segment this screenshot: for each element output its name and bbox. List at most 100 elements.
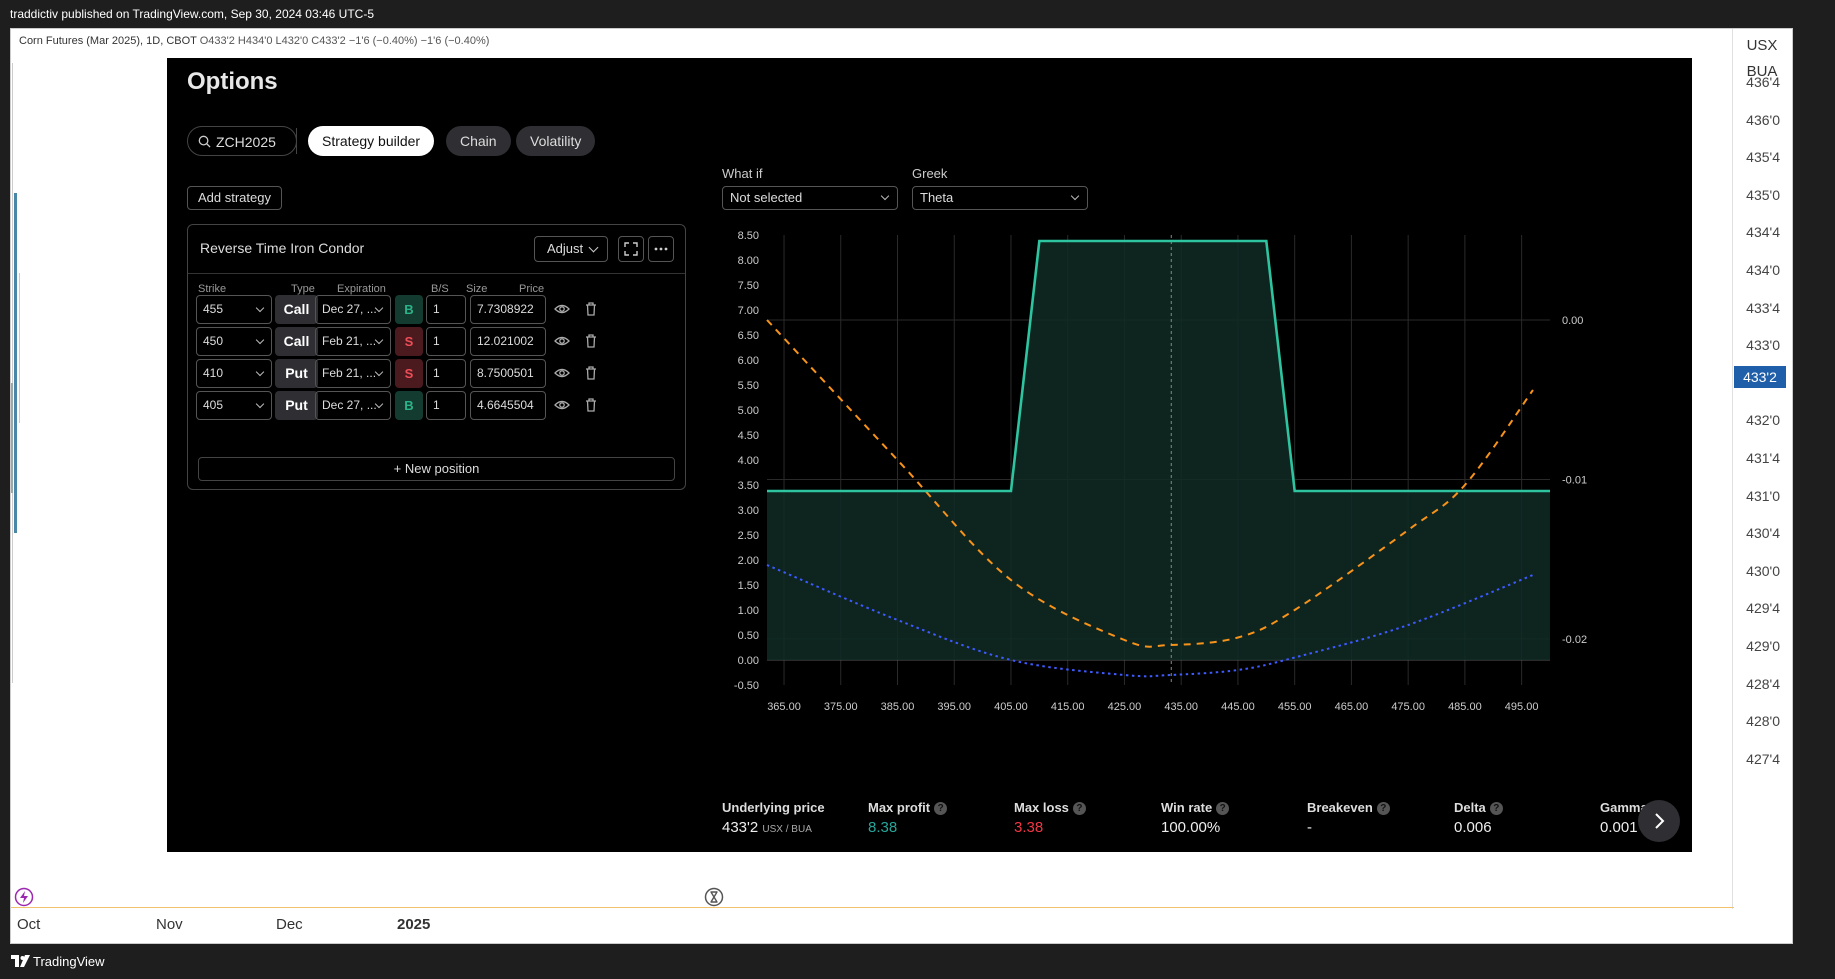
price-tick: 428'4: [1746, 675, 1780, 692]
replay-icon[interactable]: [704, 887, 724, 907]
help-icon[interactable]: ?: [1489, 802, 1503, 815]
buy-sell-toggle[interactable]: B: [395, 391, 423, 420]
publish-bar: traddictiv published on TradingView.com,…: [0, 0, 1835, 28]
what-if-value: Not selected: [730, 190, 803, 205]
col-expiration: Expiration: [337, 283, 386, 295]
trash-icon[interactable]: [583, 301, 599, 317]
time-axis[interactable]: Oct Nov Dec 2025: [11, 907, 1734, 943]
type-button[interactable]: Put: [275, 359, 318, 388]
what-if-select[interactable]: Not selected: [722, 186, 898, 210]
new-position-button[interactable]: + New position: [198, 457, 675, 481]
help-icon[interactable]: ?: [1216, 802, 1230, 815]
y-tick-label: -0.50: [734, 680, 759, 692]
size-input[interactable]: 1: [426, 359, 466, 388]
expiration-value: Dec 27, ...: [322, 302, 377, 316]
eye-icon[interactable]: [554, 365, 570, 381]
payoff-chart[interactable]: 365.00 375.00 385.00 395.00 405.00 415.00 425.…: [727, 228, 1687, 788]
chevron-down-icon: [255, 367, 265, 377]
y-tick-label: 0.00: [738, 655, 759, 667]
symbol-name[interactable]: Corn Futures (Mar 2025), 1D, CBOT: [19, 35, 197, 47]
symbol-legend: Corn Futures (Mar 2025), 1D, CBOT O433'2…: [19, 35, 489, 47]
strike-select[interactable]: 450: [196, 327, 272, 356]
payoff-line: [767, 239, 1550, 493]
time-label-2025: 2025: [397, 916, 431, 933]
greek-label: Greek: [912, 166, 948, 181]
price-input[interactable]: 8.7500501: [470, 359, 546, 388]
help-icon[interactable]: ?: [1072, 802, 1086, 815]
eye-icon[interactable]: [554, 397, 570, 413]
lightning-icon[interactable]: [14, 887, 34, 907]
eye-icon[interactable]: [554, 333, 570, 349]
divider: [296, 128, 297, 154]
greek-select[interactable]: Theta: [912, 186, 1088, 210]
x-tick-label: 495.00: [1505, 701, 1539, 713]
col-price: Price: [519, 283, 545, 295]
y2-tick-label: -0.02: [1562, 634, 1587, 646]
size-input[interactable]: 1: [426, 391, 466, 420]
expiration-select[interactable]: Feb 21, ...: [315, 327, 391, 356]
type-button[interactable]: Put: [275, 391, 318, 420]
size-input[interactable]: 1: [426, 327, 466, 356]
y-tick-label: 3.50: [738, 480, 759, 492]
expiration-select[interactable]: Dec 27, ...: [315, 295, 391, 324]
strike-select[interactable]: 455: [196, 295, 272, 324]
strike-value: 405: [203, 398, 224, 412]
stat-breakeven: Breakeven? -: [1307, 800, 1390, 836]
tab-strategy-builder[interactable]: Strategy builder: [308, 126, 435, 156]
tradingview-logo-icon: [11, 955, 30, 967]
y-tick-label: 7.50: [738, 280, 759, 292]
trash-icon[interactable]: [583, 397, 599, 413]
price-tick: 435'4: [1746, 149, 1780, 166]
fullscreen-button[interactable]: [618, 236, 644, 262]
greek-value: Theta: [920, 190, 954, 205]
expiration-select[interactable]: Feb 21, ...: [315, 359, 391, 388]
symbol-search[interactable]: ZCH2025: [187, 126, 297, 156]
x-tick-label: 385.00: [881, 701, 915, 713]
price-tick: 436'0: [1746, 111, 1780, 128]
y-tick-label: 0.50: [738, 630, 759, 642]
size-input[interactable]: 1: [426, 295, 466, 324]
price-axis[interactable]: USX BUA 436'4 436'0 435'4 435'0 434'4 434'0 43…: [1732, 29, 1792, 909]
chevron-down-icon: [255, 399, 265, 409]
price-unit[interactable]: USX BUA: [1732, 33, 1792, 85]
price-input[interactable]: 12.021002: [470, 327, 546, 356]
win-rate-value: 100.00%: [1161, 819, 1221, 836]
leg-row: 455 Call Dec 27, ... B 1 7.7308922: [188, 295, 685, 327]
col-type: Type: [291, 283, 315, 295]
help-icon[interactable]: ?: [934, 802, 948, 815]
buy-sell-toggle[interactable]: B: [395, 295, 423, 324]
adjust-label: Adjust: [547, 241, 584, 256]
x-tick-label: 405.00: [994, 701, 1028, 713]
add-strategy-button[interactable]: Add strategy: [187, 186, 282, 210]
x-tick-label: 395.00: [937, 701, 971, 713]
eye-icon[interactable]: [554, 301, 570, 317]
strike-select[interactable]: 410: [196, 359, 272, 388]
strategy-card: Reverse Time Iron Condor Adjust Strike T…: [187, 224, 686, 490]
price-tick: 430'0: [1746, 562, 1780, 579]
price-input[interactable]: 7.7308922: [470, 295, 546, 324]
type-button[interactable]: Call: [275, 295, 318, 324]
tab-volatility[interactable]: Volatility: [516, 126, 596, 156]
next-stats-button[interactable]: [1638, 800, 1680, 842]
x-tick-label: 475.00: [1391, 701, 1425, 713]
gamma-label: Gamma: [1600, 800, 1648, 815]
price-input[interactable]: 4.6645504: [470, 391, 546, 420]
trash-icon[interactable]: [583, 333, 599, 349]
strike-select[interactable]: 405: [196, 391, 272, 420]
underlying-label: Underlying price: [722, 800, 825, 815]
x-tick-label: 435.00: [1164, 701, 1198, 713]
type-button[interactable]: Call: [275, 327, 318, 356]
x-tick-label: 465.00: [1335, 701, 1369, 713]
expiration-select[interactable]: Dec 27, ...: [315, 391, 391, 420]
help-icon[interactable]: ?: [1376, 802, 1390, 815]
more-button[interactable]: [648, 236, 674, 262]
adjust-button[interactable]: Adjust: [534, 236, 608, 262]
stat-max-profit: Max profit? 8.38: [868, 800, 948, 836]
tab-chain[interactable]: Chain: [446, 126, 511, 156]
trash-icon[interactable]: [583, 365, 599, 381]
buy-sell-toggle[interactable]: S: [395, 327, 423, 356]
x-tick-label: 415.00: [1051, 701, 1085, 713]
buy-sell-toggle[interactable]: S: [395, 359, 423, 388]
leg-row: 410 Put Feb 21, ... S 1 8.7500501: [188, 359, 685, 391]
